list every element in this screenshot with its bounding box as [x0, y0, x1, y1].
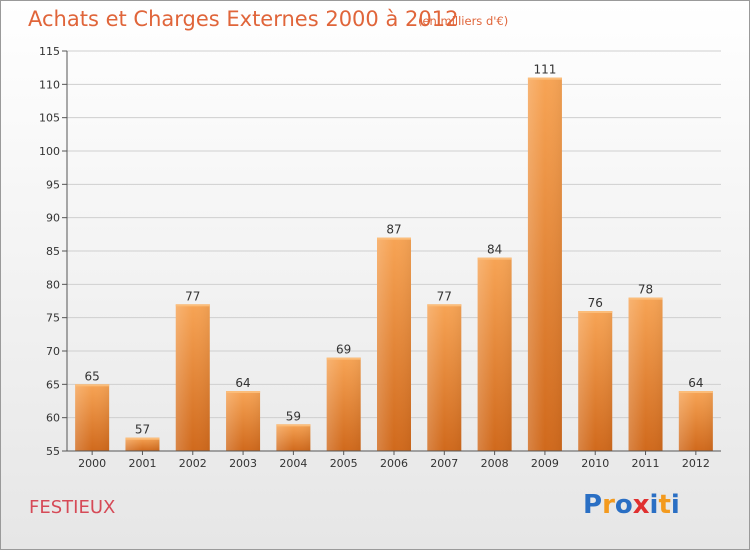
data-label: 64 — [688, 376, 703, 390]
bar-top-2004 — [276, 424, 311, 427]
y-tick-label: 60 — [46, 412, 60, 425]
bar-shade-2006 — [377, 237, 411, 451]
label-layer: 55 60 65 70 75 80 85 90 95 100 105 110 115 65 2000 57 20… — [39, 45, 710, 470]
bar-shade-2009 — [527, 77, 562, 452]
y-tick-label: 110 — [39, 78, 60, 91]
x-tick-label: 2003 — [229, 457, 257, 470]
bar-top-2010 — [578, 311, 613, 313]
bar-top-2001 — [125, 437, 160, 440]
data-label: 69 — [336, 343, 351, 357]
bar-shade-2005 — [326, 357, 361, 451]
data-label: 77 — [185, 289, 200, 303]
logo-letter: P — [583, 490, 603, 520]
data-label: 76 — [588, 296, 603, 310]
x-tick-label: 2001 — [128, 457, 156, 470]
x-tick-label: 2004 — [279, 457, 307, 470]
bar-top-2002 — [175, 304, 210, 307]
x-tick-label: 2002 — [179, 457, 207, 470]
bar-shade-2000 — [75, 384, 110, 451]
bar-shade-2012 — [678, 391, 713, 451]
data-label: 84 — [487, 243, 502, 257]
x-tick-label: 2007 — [430, 457, 458, 470]
bar-top-2007 — [427, 304, 462, 307]
data-label: 78 — [638, 283, 653, 297]
bar-shade-2011 — [628, 297, 663, 451]
bar-top-2005 — [326, 357, 361, 360]
bar-shade-2003 — [226, 391, 261, 451]
y-tick-label: 55 — [46, 445, 60, 458]
bar-shade-2004 — [276, 424, 311, 451]
y-tick-label: 115 — [39, 45, 60, 58]
y-tick-label: 70 — [46, 345, 60, 358]
y-tick-label: 105 — [39, 112, 60, 125]
data-label: 77 — [437, 289, 452, 303]
y-tick-label: 95 — [46, 178, 60, 191]
proxiti-logo: Proxiti — [583, 490, 680, 520]
x-tick-label: 2010 — [581, 457, 609, 470]
x-tick-label: 2005 — [330, 457, 358, 470]
axis-layer — [62, 50, 721, 455]
y-tick-label: 80 — [46, 278, 60, 291]
bar-shade-2002 — [175, 304, 210, 451]
chart-title: Achats et Charges Externes 2000 à 2012 — [28, 7, 459, 31]
x-tick-label: 2000 — [78, 457, 106, 470]
bar-top-2012 — [678, 391, 713, 393]
data-label: 57 — [135, 423, 150, 437]
logo-letter: x — [632, 490, 650, 520]
data-label: 64 — [235, 376, 250, 390]
bar-top-2003 — [226, 391, 261, 393]
y-tick-label: 90 — [46, 212, 60, 225]
logo-letter: t — [658, 490, 671, 520]
bar-shade-2001 — [125, 437, 160, 451]
x-tick-label: 2012 — [682, 457, 710, 470]
bar-shade-2007 — [427, 304, 462, 451]
bar-shade-2008 — [477, 257, 512, 451]
chart-subtitle: (en milliers d'€) — [418, 14, 509, 28]
y-tick-label: 85 — [46, 245, 60, 258]
logo-letter: r — [602, 490, 615, 520]
x-tick-label: 2006 — [380, 457, 408, 470]
data-label: 65 — [85, 369, 100, 383]
data-label: 111 — [533, 63, 556, 77]
bar-top-2011 — [628, 297, 663, 300]
y-tick-label: 75 — [46, 312, 60, 325]
y-tick-label: 65 — [46, 378, 60, 391]
logo-letter: o — [614, 490, 633, 520]
commune-name: FESTIEUX — [29, 497, 116, 518]
logo-letter: i — [649, 490, 659, 520]
x-tick-label: 2008 — [481, 457, 509, 470]
bar-layer — [75, 77, 713, 452]
y-tick-label: 100 — [39, 145, 60, 158]
bar-top-2000 — [75, 384, 110, 387]
bar-top-2008 — [477, 257, 512, 260]
x-tick-label: 2009 — [531, 457, 559, 470]
bar-top-2009 — [527, 77, 562, 80]
logo-letter: i — [670, 490, 680, 520]
bar-shade-2010 — [578, 311, 613, 451]
x-tick-label: 2011 — [632, 457, 660, 470]
data-label: 59 — [286, 409, 301, 423]
bar-top-2006 — [377, 237, 411, 240]
data-label: 87 — [386, 223, 401, 237]
